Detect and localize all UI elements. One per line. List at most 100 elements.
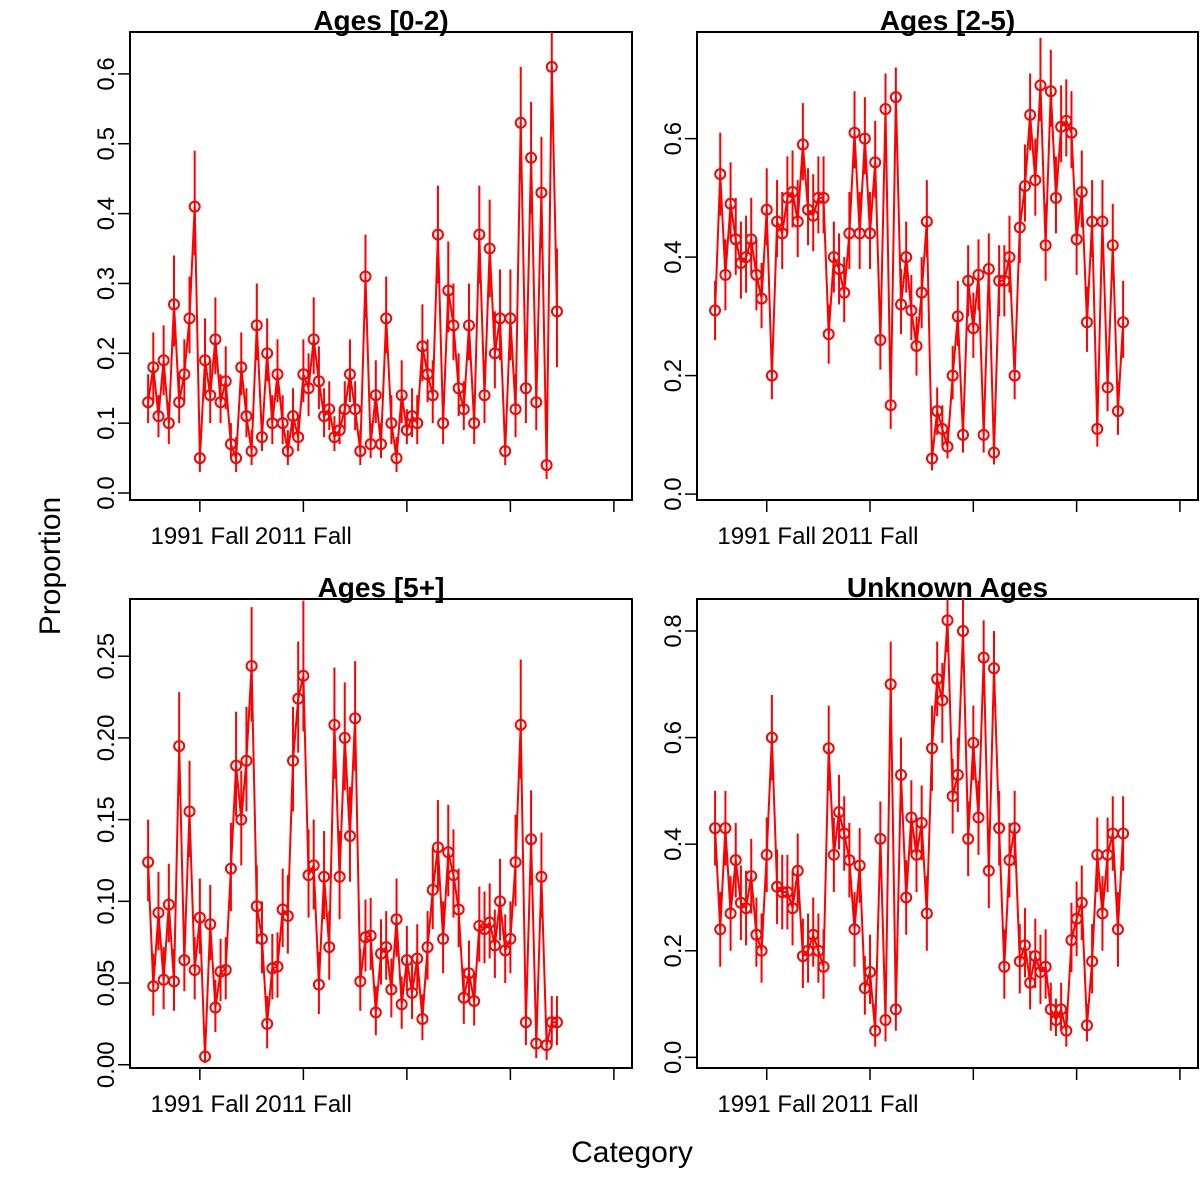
data-point	[173, 396, 186, 409]
data-point	[977, 651, 990, 664]
data-point	[323, 403, 336, 416]
y-tick-label: 0.4	[660, 240, 687, 273]
data-point	[786, 902, 799, 915]
data-point	[462, 319, 475, 332]
data-point	[926, 452, 939, 465]
data-point	[224, 438, 237, 451]
y-tick-label: 0.4	[660, 827, 687, 860]
data-point	[545, 1016, 558, 1029]
data-point	[1111, 405, 1124, 418]
data-point	[791, 215, 804, 228]
data-point	[240, 410, 253, 423]
data-point	[998, 960, 1011, 973]
data-point	[437, 932, 450, 945]
data-point	[312, 978, 325, 991]
data-point	[858, 132, 871, 145]
data-point	[946, 790, 959, 803]
data-point	[224, 862, 237, 875]
data-point	[1070, 912, 1083, 925]
data-point	[411, 952, 424, 965]
data-point	[287, 410, 300, 423]
data-point	[1044, 85, 1057, 98]
data-point	[1075, 185, 1088, 198]
series-line	[147, 66, 558, 466]
data-point	[183, 312, 196, 325]
data-point	[709, 304, 722, 317]
data-point	[822, 328, 835, 341]
data-point	[1024, 976, 1037, 989]
x-tick-label: 1991 Fall	[150, 523, 249, 550]
data-point	[1008, 369, 1021, 382]
data-point	[915, 286, 928, 299]
data-point	[473, 228, 486, 241]
data-point	[879, 1014, 892, 1027]
data-point	[504, 312, 517, 325]
data-point	[987, 662, 1000, 675]
data-point	[245, 660, 258, 672]
data-point	[271, 368, 284, 381]
data-point	[1060, 114, 1073, 127]
x-axis-label: Category	[571, 1136, 693, 1169]
data-point	[724, 197, 737, 210]
data-point	[838, 286, 851, 299]
data-point	[380, 312, 393, 325]
data-point	[442, 846, 455, 859]
x-tick-label: 1991 Fall	[717, 523, 816, 550]
data-point	[931, 405, 944, 418]
data-point	[343, 829, 356, 842]
plot-frame	[696, 31, 1199, 501]
data-point	[977, 428, 990, 441]
data-point	[147, 361, 160, 374]
data-point	[167, 975, 180, 988]
data-point	[421, 941, 434, 954]
x-tick-label: 2011 Fall	[255, 523, 352, 550]
data-point	[1013, 955, 1026, 968]
y-tick-label: 0.6	[93, 57, 120, 90]
data-point	[884, 399, 897, 412]
data-point	[951, 768, 964, 781]
panel-title: Ages [2-5)	[880, 5, 1015, 36]
data-point	[1024, 108, 1037, 121]
data-point	[261, 347, 274, 360]
data-point	[1003, 251, 1016, 264]
data-point	[193, 911, 206, 924]
data-point	[162, 417, 175, 430]
data-point	[499, 944, 512, 957]
data-point	[514, 718, 527, 731]
data-point	[354, 975, 367, 988]
data-point	[318, 870, 331, 883]
data-point	[750, 928, 763, 941]
data-point	[1018, 939, 1031, 952]
data-point	[843, 854, 856, 867]
data-point	[488, 939, 501, 952]
x-tick-label: 1991 Fall	[717, 1091, 816, 1118]
data-point	[235, 813, 248, 826]
panel-title: Unknown Ages	[847, 572, 1048, 603]
x-tick-label: 2011 Fall	[822, 1091, 919, 1118]
panel-3: Ages [5+] 0.00 0.05 0.10 0.15 0.20 0.25 1991 Fa…	[93, 572, 633, 1118]
data-point	[719, 268, 732, 281]
data-point	[853, 859, 866, 872]
data-point	[956, 428, 969, 441]
data-point	[525, 833, 538, 846]
data-point	[1070, 233, 1083, 246]
data-point	[452, 903, 465, 916]
data-point	[209, 1001, 222, 1014]
data-point	[760, 203, 773, 216]
data-point	[1008, 822, 1021, 835]
data-point	[1039, 239, 1052, 252]
y-tick-label: 0.6	[660, 122, 687, 155]
data-point	[504, 932, 517, 945]
y-tick-label: 0.0	[660, 477, 687, 510]
data-point	[1117, 316, 1130, 329]
data-point	[796, 138, 809, 151]
data-point	[535, 870, 548, 883]
plot-frame	[129, 31, 633, 501]
data-point	[956, 624, 969, 637]
data-point	[791, 864, 804, 877]
data-point	[895, 298, 908, 311]
data-point	[287, 754, 300, 767]
y-tick-label: 0.6	[660, 721, 687, 754]
data-point	[1101, 381, 1114, 394]
